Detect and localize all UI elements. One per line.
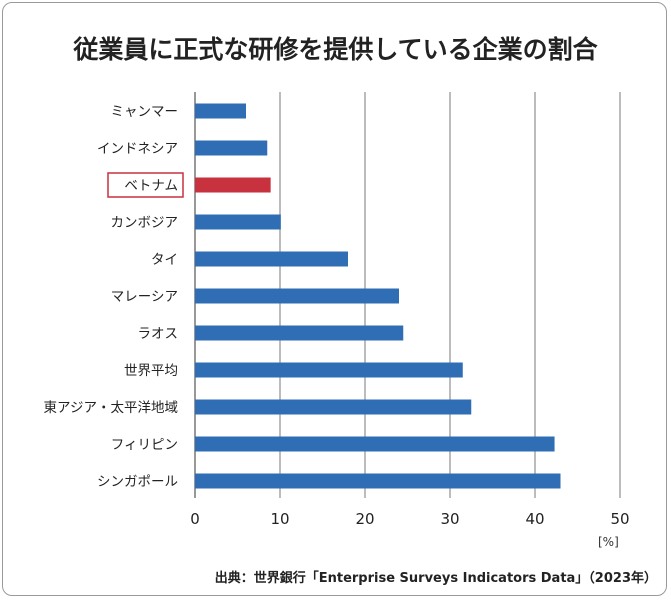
bar	[195, 325, 404, 341]
bar	[195, 473, 561, 489]
category-label: ラオス	[138, 326, 179, 342]
category-label: ミャンマー	[111, 104, 179, 120]
bar	[195, 362, 463, 378]
category-label: ベトナム	[124, 178, 178, 194]
category-label: フィリピン	[111, 437, 178, 453]
source-note: 出典：世界銀行「Enterprise Surveys Indicators Da…	[214, 571, 657, 586]
bar	[195, 140, 268, 156]
x-tick-label: 0	[190, 510, 200, 528]
unit-label: [%]	[598, 535, 619, 549]
bar	[195, 177, 271, 193]
x-tick-label: 40	[525, 510, 544, 528]
category-label: シンガポール	[97, 474, 178, 490]
x-tick-label: 10	[270, 510, 289, 528]
bar	[195, 251, 348, 267]
chart-title: 従業員に正式な研修を提供している企業の割合	[73, 35, 598, 64]
bar	[195, 103, 246, 119]
bar	[195, 214, 281, 230]
x-tick-label: 50	[610, 510, 629, 528]
category-label: マレーシア	[111, 289, 178, 305]
category-label: カンボジア	[111, 215, 179, 231]
category-label: インドネシア	[97, 141, 178, 157]
bar	[195, 288, 399, 304]
bar	[195, 399, 472, 415]
highlight-box	[107, 172, 184, 198]
category-label: 世界平均	[124, 363, 178, 379]
x-tick-label: 20	[355, 510, 374, 528]
category-label: タイ	[151, 252, 178, 268]
x-tick-label: 30	[440, 510, 459, 528]
bar	[195, 436, 555, 452]
category-label: 東アジア・太平洋地域	[44, 400, 178, 416]
